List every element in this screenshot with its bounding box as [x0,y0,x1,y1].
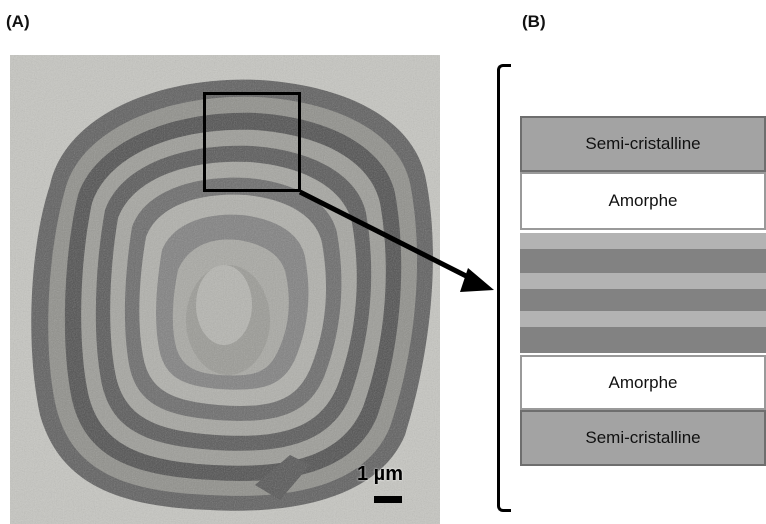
layer-semi-cristalline-top: Semi-cristalline [520,116,766,172]
zoom-region-box [203,92,301,192]
layer-bracket [497,64,511,512]
stripe-dark [520,289,766,311]
layer-semi-cristalline-bottom: Semi-cristalline [520,410,766,466]
layer-amorphe-top: Amorphe [520,172,766,230]
scale-bar-label: 1 µm [357,463,403,485]
stripe-light [520,233,766,249]
stripe-dark [520,249,766,273]
panel-a-label: (A) [6,12,30,31]
layer-amorphe-bottom: Amorphe [520,355,766,410]
panel-b-label: (B) [522,12,546,31]
stripe-light [520,311,766,327]
starch-granule-micrograph [10,55,440,524]
scale-bar [374,496,402,503]
stripe-dark [520,327,766,353]
stripe-light [520,273,766,289]
